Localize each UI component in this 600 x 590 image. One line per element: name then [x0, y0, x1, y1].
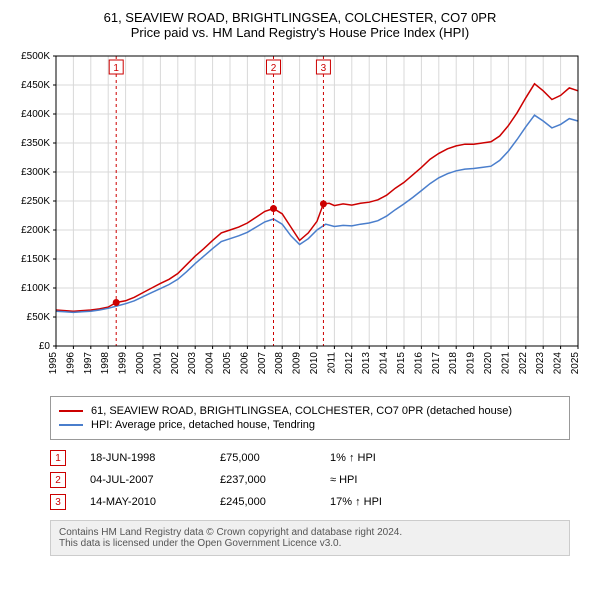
svg-text:2014: 2014	[379, 352, 390, 375]
svg-text:2004: 2004	[205, 352, 216, 375]
svg-text:2018: 2018	[448, 352, 459, 375]
footer-line-1: Contains HM Land Registry data © Crown c…	[59, 527, 561, 538]
attribution-footer: Contains HM Land Registry data © Crown c…	[50, 520, 570, 556]
svg-text:£250K: £250K	[21, 196, 50, 207]
svg-text:2001: 2001	[152, 352, 163, 375]
title-line-1: 61, SEAVIEW ROAD, BRIGHTLINGSEA, COLCHES…	[10, 10, 590, 25]
svg-text:2007: 2007	[257, 352, 268, 375]
sale-date: 18-JUN-1998	[90, 452, 220, 464]
sale-row: 2 04-JUL-2007£237,000≈ HPI	[50, 472, 590, 488]
sale-date: 04-JUL-2007	[90, 474, 220, 486]
svg-text:2012: 2012	[344, 352, 355, 375]
sale-price: £75,000	[220, 452, 330, 464]
sale-delta: 1% ↑ HPI	[330, 452, 450, 464]
svg-text:2016: 2016	[413, 352, 424, 375]
svg-text:2010: 2010	[309, 352, 320, 375]
svg-text:£200K: £200K	[21, 225, 50, 236]
svg-text:£0: £0	[39, 341, 51, 352]
svg-text:2021: 2021	[500, 352, 511, 375]
svg-text:2019: 2019	[466, 352, 477, 375]
svg-text:£300K: £300K	[21, 167, 50, 178]
svg-text:2020: 2020	[483, 352, 494, 375]
line-chart: £0 £50K £100K £150K £200K £250K £300K £350K £400…	[10, 48, 590, 388]
sales-table: 1 18-JUN-1998£75,0001% ↑ HPI 2 04-JUL-2007£…	[50, 450, 590, 510]
svg-text:2013: 2013	[361, 352, 372, 375]
svg-text:2002: 2002	[170, 352, 181, 375]
svg-text:2000: 2000	[135, 352, 146, 375]
legend-item: 61, SEAVIEW ROAD, BRIGHTLINGSEA, COLCHES…	[59, 405, 561, 417]
svg-text:1997: 1997	[83, 352, 94, 375]
svg-text:1996: 1996	[65, 352, 76, 375]
svg-text:1999: 1999	[118, 352, 129, 375]
svg-text:3: 3	[321, 63, 327, 74]
svg-text:2006: 2006	[239, 352, 250, 375]
svg-text:1: 1	[113, 63, 119, 74]
legend-swatch	[59, 424, 83, 426]
svg-text:2015: 2015	[396, 352, 407, 375]
svg-text:£400K: £400K	[21, 109, 50, 120]
svg-text:2003: 2003	[187, 352, 198, 375]
footer-line-2: This data is licensed under the Open Gov…	[59, 538, 561, 549]
chart-area: £0 £50K £100K £150K £200K £250K £300K £350K £400…	[10, 48, 590, 388]
sale-row: 3 14-MAY-2010£245,00017% ↑ HPI	[50, 494, 590, 510]
sale-price: £245,000	[220, 496, 330, 508]
sale-marker: 2	[50, 472, 66, 488]
svg-text:2023: 2023	[535, 352, 546, 375]
svg-text:2008: 2008	[274, 352, 285, 375]
svg-text:2022: 2022	[518, 352, 529, 375]
svg-text:£50K: £50K	[27, 312, 51, 323]
legend-label: 61, SEAVIEW ROAD, BRIGHTLINGSEA, COLCHES…	[91, 405, 512, 417]
sale-date: 14-MAY-2010	[90, 496, 220, 508]
svg-text:2024: 2024	[553, 352, 564, 375]
sale-row: 1 18-JUN-1998£75,0001% ↑ HPI	[50, 450, 590, 466]
sale-price: £237,000	[220, 474, 330, 486]
svg-text:2009: 2009	[292, 352, 303, 375]
svg-text:2017: 2017	[431, 352, 442, 375]
svg-text:£500K: £500K	[21, 51, 50, 62]
sale-marker: 1	[50, 450, 66, 466]
svg-text:2005: 2005	[222, 352, 233, 375]
legend: 61, SEAVIEW ROAD, BRIGHTLINGSEA, COLCHES…	[50, 396, 570, 440]
svg-text:£150K: £150K	[21, 254, 50, 265]
svg-text:2: 2	[271, 63, 277, 74]
legend-item: HPI: Average price, detached house, Tend…	[59, 419, 561, 431]
legend-label: HPI: Average price, detached house, Tend…	[91, 419, 315, 431]
legend-swatch	[59, 410, 83, 412]
sale-delta: ≈ HPI	[330, 474, 450, 486]
svg-text:2025: 2025	[570, 352, 581, 375]
svg-text:2011: 2011	[326, 352, 337, 374]
svg-text:1995: 1995	[48, 352, 59, 375]
svg-text:£100K: £100K	[21, 283, 50, 294]
svg-text:£450K: £450K	[21, 80, 50, 91]
svg-text:1998: 1998	[100, 352, 111, 375]
sale-delta: 17% ↑ HPI	[330, 496, 450, 508]
chart-title: 61, SEAVIEW ROAD, BRIGHTLINGSEA, COLCHES…	[10, 10, 590, 40]
sale-marker: 3	[50, 494, 66, 510]
svg-text:£350K: £350K	[21, 138, 50, 149]
title-line-2: Price paid vs. HM Land Registry's House …	[10, 25, 590, 40]
